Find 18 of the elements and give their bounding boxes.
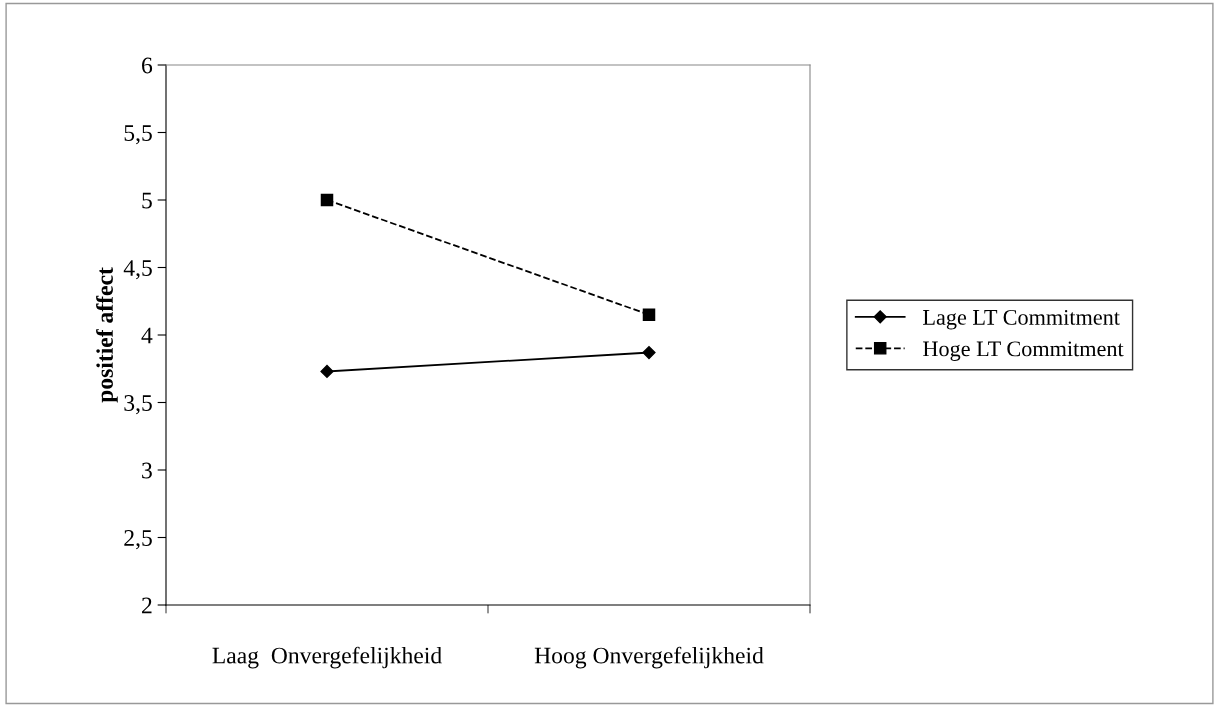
- y-tick-label: 5: [142, 192, 152, 209]
- point: [642, 308, 656, 322]
- y-tick-label: 4: [141, 327, 153, 344]
- y-axis-title: positief affect: [96, 267, 118, 403]
- point: [642, 345, 656, 360]
- legend-label: Lage LT Commitment: [923, 309, 1120, 330]
- point: [320, 364, 334, 379]
- x-tick-label: Laag Onvergefelijkheid: [212, 646, 442, 669]
- y-tick-label: 3,5: [124, 395, 152, 415]
- y-tick-label: 6: [142, 57, 153, 74]
- legend-label: Hoge LT Commitment: [923, 341, 1124, 361]
- point: [320, 193, 334, 207]
- y-tick-label: 5,5: [124, 125, 152, 145]
- x-tick-label: Hoog Onvergefelijkheid: [534, 646, 764, 669]
- y-tick-label: 4,5: [123, 260, 152, 280]
- y-tick-label: 2: [142, 597, 152, 614]
- y-tick-label: 2,5: [124, 530, 152, 550]
- y-tick-label: 3: [142, 462, 152, 479]
